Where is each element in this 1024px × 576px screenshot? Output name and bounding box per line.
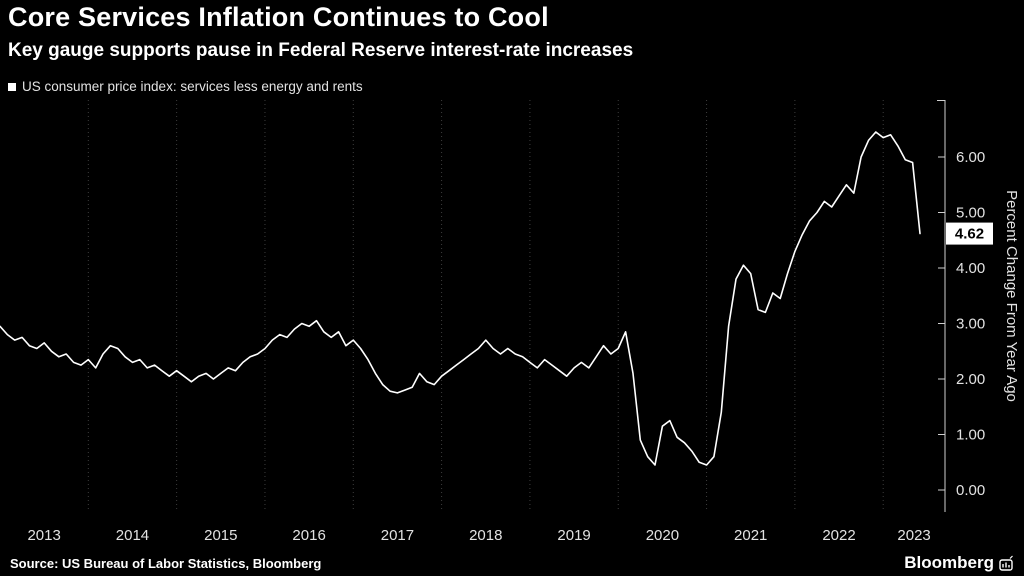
x-year-label: 2020	[646, 527, 679, 544]
x-year-label: 2023	[897, 527, 930, 544]
chart-subtitle: Key gauge supports pause in Federal Rese…	[8, 40, 634, 61]
x-year-label: 2022	[822, 527, 855, 544]
bloomberg-logo: Bloomberg	[904, 553, 1014, 573]
series-line	[0, 131, 921, 466]
x-year-label: 2018	[469, 527, 502, 544]
chart-title: Core Services Inflation Continues to Coo…	[8, 2, 549, 32]
bloomberg-wordmark: Bloomberg	[904, 553, 994, 572]
y-axis-title: Percent Change From Year Ago	[1003, 190, 1020, 402]
y-tick-label: 5.00	[956, 205, 985, 222]
y-tick-label: 6.00	[956, 149, 985, 166]
source-note: Source: US Bureau of Labor Statistics, B…	[10, 555, 322, 571]
y-tick-label: 3.00	[956, 316, 985, 333]
legend-marker-icon	[8, 82, 16, 91]
x-year-label: 2021	[734, 527, 767, 544]
x-year-label: 2013	[27, 527, 60, 544]
last-value-box	[946, 222, 993, 245]
x-year-label: 2014	[116, 527, 149, 544]
x-year-label: 2019	[557, 527, 590, 544]
x-year-label: 2017	[381, 527, 414, 544]
last-value-label: 4.62	[955, 226, 984, 243]
y-tick-label: 0.00	[956, 482, 985, 499]
legend-label: US consumer price index: services less e…	[22, 79, 363, 94]
y-tick-label: 2.00	[956, 371, 985, 388]
legend: US consumer price index: services less e…	[8, 79, 363, 94]
bloomberg-terminal-icon	[999, 555, 1013, 571]
x-year-label: 2015	[204, 527, 237, 544]
x-year-label: 2016	[292, 527, 325, 544]
footer: Source: US Bureau of Labor Statistics, B…	[0, 550, 1024, 576]
y-tick-label: 4.00	[956, 260, 985, 277]
y-tick-label: 1.00	[956, 427, 985, 444]
